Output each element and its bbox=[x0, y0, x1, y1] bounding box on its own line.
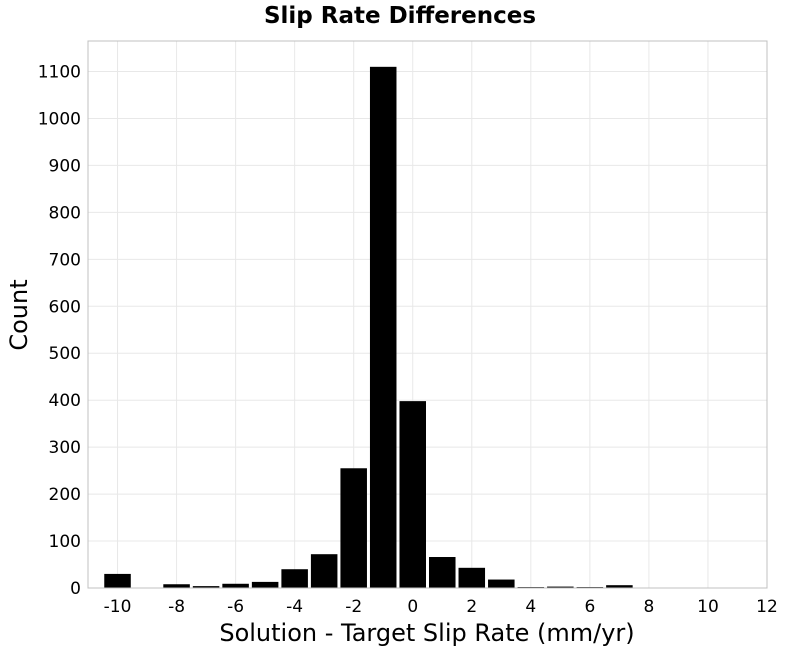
y-tick-label: 500 bbox=[49, 344, 81, 364]
x-tick-label: 4 bbox=[525, 597, 536, 617]
histogram-bar bbox=[606, 585, 633, 588]
bars-layer bbox=[104, 66, 633, 588]
x-tick-label: 8 bbox=[643, 597, 654, 617]
histogram-bar bbox=[458, 567, 486, 588]
x-tick-label: 12 bbox=[756, 597, 778, 617]
x-tick-label: -8 bbox=[168, 597, 185, 617]
chart-title: Slip Rate Differences bbox=[264, 3, 536, 29]
y-tick-label: 400 bbox=[49, 391, 81, 411]
histogram-bar bbox=[281, 569, 308, 588]
y-axis-label: Count bbox=[5, 279, 33, 350]
x-tick-label: -2 bbox=[345, 597, 362, 617]
histogram-bar bbox=[222, 583, 249, 588]
histogram-bar bbox=[399, 401, 426, 588]
y-tick-label: 800 bbox=[49, 203, 81, 223]
x-tick-label: 2 bbox=[466, 597, 477, 617]
x-tick-label: -6 bbox=[227, 597, 244, 617]
y-tick-label: 900 bbox=[49, 156, 81, 176]
histogram-bar bbox=[163, 584, 190, 588]
y-tick-label: 1000 bbox=[38, 109, 81, 129]
plot-frame bbox=[87, 40, 768, 589]
histogram-bar bbox=[310, 554, 338, 588]
grid-layer bbox=[88, 41, 768, 589]
x-tick-label: -4 bbox=[286, 597, 303, 617]
y-tick-label: 1100 bbox=[38, 63, 81, 83]
y-tick-label: 600 bbox=[49, 297, 81, 317]
histogram-bar bbox=[429, 557, 456, 588]
x-tick-label: 10 bbox=[697, 597, 719, 617]
y-tick-labels: 0 100 200 300 400 500 600 700 800 900 1000 1100 bbox=[38, 63, 81, 599]
histogram-bar bbox=[369, 66, 397, 588]
histogram-bar bbox=[547, 586, 574, 588]
y-tick-label: 0 bbox=[70, 579, 81, 599]
x-tick-label: 6 bbox=[584, 597, 595, 617]
histogram-bar bbox=[488, 579, 515, 588]
y-tick-label: 700 bbox=[49, 250, 81, 270]
histogram-bar bbox=[251, 581, 279, 588]
y-tick-label: 200 bbox=[49, 485, 81, 505]
x-tick-label: 0 bbox=[407, 597, 418, 617]
x-tick-labels: -10 -8 -6 -4 -2 0 2 4 6 8 10 12 bbox=[104, 597, 778, 617]
y-tick-label: 300 bbox=[49, 438, 81, 458]
histogram-bar bbox=[104, 573, 131, 588]
x-axis-label: Solution - Target Slip Rate (mm/yr) bbox=[219, 619, 634, 647]
histogram-bar bbox=[340, 468, 367, 588]
histogram-bar bbox=[192, 586, 220, 588]
x-tick-label: -10 bbox=[104, 597, 132, 617]
y-tick-label: 100 bbox=[49, 532, 81, 552]
